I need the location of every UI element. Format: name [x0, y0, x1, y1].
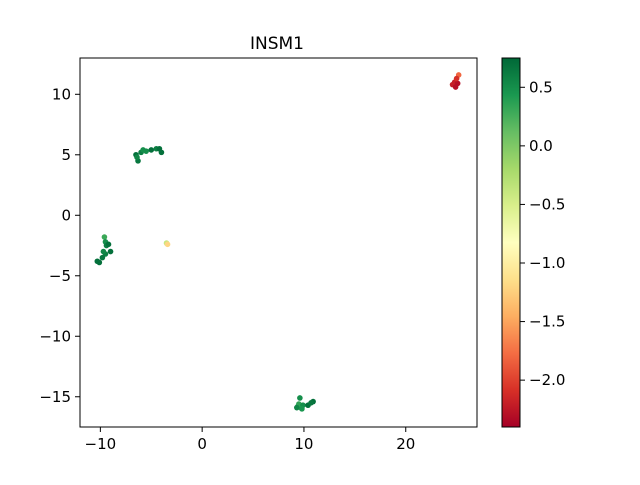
x-tick-label: 0	[197, 435, 207, 453]
data-point	[158, 149, 165, 156]
y-tick-label: 10	[52, 85, 71, 103]
y-tick-label: −5	[49, 267, 71, 285]
y-tick-label: −15	[39, 388, 71, 406]
data-point	[297, 395, 303, 401]
data-point	[140, 147, 146, 153]
points-layer	[94, 72, 462, 412]
y-tick-label: 5	[61, 146, 71, 164]
data-point	[100, 248, 107, 255]
colorbar-tick-label: −2.0	[529, 371, 565, 389]
x-tick-label: 20	[396, 435, 415, 453]
data-point	[105, 241, 112, 248]
y-axis: 10 5 0 −5 −10 −15	[39, 85, 80, 406]
data-point	[107, 248, 114, 255]
data-point	[101, 234, 108, 240]
data-point	[134, 154, 140, 161]
data-point	[164, 241, 171, 248]
data-point	[299, 406, 305, 412]
data-point	[294, 404, 300, 411]
x-tick-label: −10	[85, 435, 117, 453]
data-point	[308, 400, 314, 406]
colorbar-tick-label: −1.5	[529, 313, 565, 331]
chart-title: INSM1	[250, 34, 304, 54]
y-tick-label: 0	[61, 206, 71, 224]
data-point	[453, 75, 460, 82]
colorbar-tick-label: −0.5	[529, 195, 565, 213]
data-point	[452, 84, 459, 90]
plot-frame	[79, 57, 478, 428]
data-point	[148, 147, 155, 153]
colorbar-tick-label: 0.5	[529, 78, 553, 96]
colorbar	[501, 57, 521, 428]
colorbar-tick-label: −1.0	[529, 254, 565, 272]
colorbar-axis: 0.5 0.0 −0.5 −1.0 −1.5 −2.0	[520, 78, 565, 389]
x-tick-label: 10	[294, 435, 313, 453]
data-point	[96, 259, 103, 266]
data-point	[99, 254, 106, 261]
colorbar-tick-label: 0.0	[529, 137, 553, 155]
x-axis: −10 0 10 20	[85, 427, 415, 453]
y-tick-label: −10	[39, 327, 71, 345]
